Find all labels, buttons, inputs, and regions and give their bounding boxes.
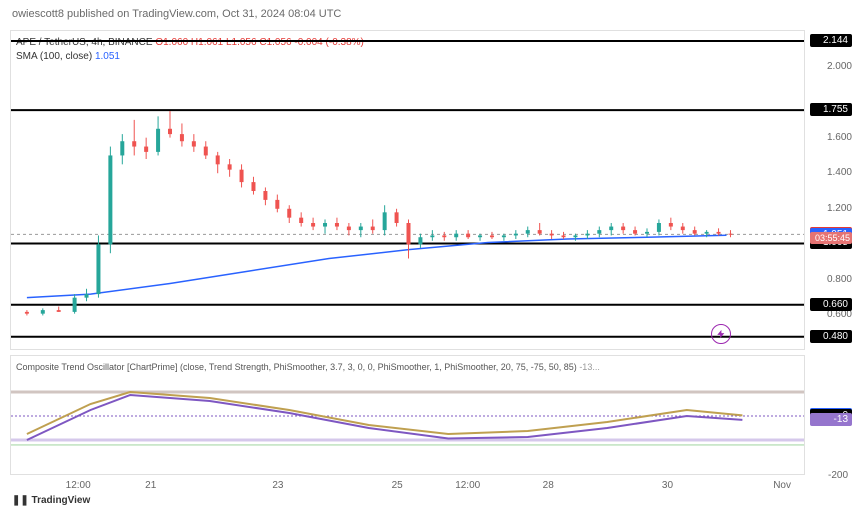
x-tick: 28 (543, 480, 554, 499)
price-level-label: 0.660 (810, 298, 852, 311)
chart-container: APE / TetherUS, 4h, BINANCE O1.060 H1.06… (10, 30, 805, 481)
osc-label: -200 (810, 469, 852, 482)
y-tick: 2.000 (810, 61, 852, 72)
lightning-icon[interactable] (711, 324, 731, 344)
x-tick: 25 (392, 480, 403, 499)
y-tick: 1.200 (810, 203, 852, 214)
price-level-label: 1.755 (810, 103, 852, 116)
osc-label: -13 (810, 413, 852, 426)
y-tick: 1.600 (810, 132, 852, 143)
x-tick: Nov (773, 480, 791, 499)
main-chart[interactable]: APE / TetherUS, 4h, BINANCE O1.060 H1.06… (10, 30, 805, 350)
x-tick: 21 (145, 480, 156, 499)
x-tick: 30 (662, 480, 673, 499)
price-level-label: 2.144 (810, 34, 852, 47)
price-svg (11, 31, 804, 349)
countdown-label: 03:55:45 (810, 232, 852, 244)
oscillator-chart[interactable]: Composite Trend Oscillator [ChartPrime] … (10, 355, 805, 475)
x-tick: 12:00 (455, 480, 480, 499)
oscillator-svg (11, 356, 804, 474)
publisher-text: owiescott8 published on TradingView.com,… (12, 8, 341, 20)
x-tick: 23 (272, 480, 283, 499)
price-level-label: 0.480 (810, 330, 852, 343)
y-tick: 0.800 (810, 274, 852, 285)
tradingview-brand: ❚❚ TradingView (12, 495, 90, 506)
y-tick: 1.400 (810, 167, 852, 178)
y-tick: 0.600 (810, 309, 852, 320)
